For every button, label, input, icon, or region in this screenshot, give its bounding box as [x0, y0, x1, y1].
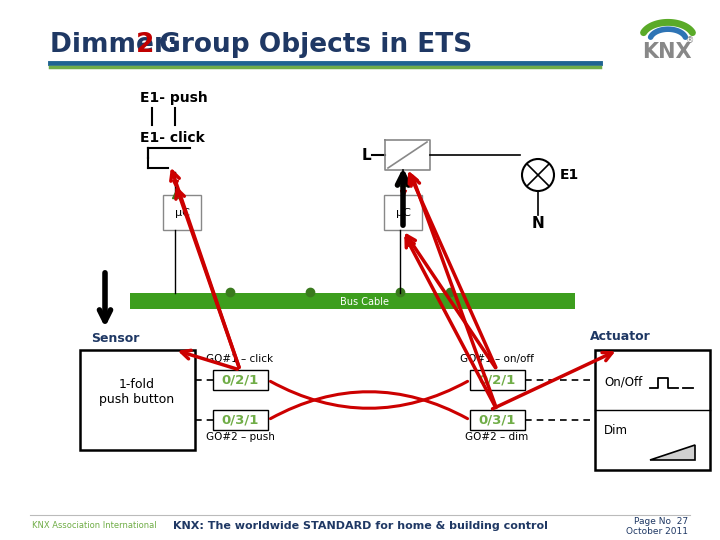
FancyBboxPatch shape: [595, 350, 710, 470]
FancyBboxPatch shape: [213, 370, 268, 390]
FancyBboxPatch shape: [470, 410, 525, 430]
Text: ®: ®: [686, 37, 694, 45]
Text: E1- push: E1- push: [140, 91, 208, 105]
Text: Sensor: Sensor: [91, 332, 139, 345]
Text: push button: push button: [99, 394, 174, 407]
Polygon shape: [650, 445, 695, 460]
Text: E1: E1: [560, 168, 580, 182]
Text: 1-fold: 1-fold: [119, 379, 155, 392]
Text: KNX: The worldwide STANDARD for home & building control: KNX: The worldwide STANDARD for home & b…: [173, 521, 547, 531]
Text: Actuator: Actuator: [590, 330, 650, 343]
Text: Dimmer:: Dimmer:: [50, 32, 186, 58]
Text: Bus Cable: Bus Cable: [341, 297, 390, 307]
Text: GO#2 – push: GO#2 – push: [206, 432, 274, 442]
Text: 0/2/1: 0/2/1: [221, 374, 258, 387]
Text: GO#1 – on/off: GO#1 – on/off: [460, 354, 534, 364]
Text: KNX: KNX: [642, 42, 692, 62]
FancyBboxPatch shape: [470, 370, 525, 390]
Text: 0/3/1: 0/3/1: [221, 414, 258, 427]
Text: KNX Association International: KNX Association International: [32, 522, 157, 530]
Text: Page No  27: Page No 27: [634, 516, 688, 525]
Text: GO#1 – click: GO#1 – click: [207, 354, 274, 364]
FancyBboxPatch shape: [384, 195, 422, 230]
Text: N: N: [531, 216, 544, 231]
Text: 0/3/1: 0/3/1: [478, 414, 516, 427]
Text: μC: μC: [395, 208, 410, 218]
Text: October 2011: October 2011: [626, 526, 688, 536]
Text: GO#2 – dim: GO#2 – dim: [465, 432, 528, 442]
Text: L: L: [362, 147, 372, 163]
Text: Group Objects in ETS: Group Objects in ETS: [150, 32, 472, 58]
Text: 0/2/1: 0/2/1: [478, 374, 516, 387]
Text: 2: 2: [136, 32, 154, 58]
Text: Dim: Dim: [604, 423, 628, 436]
FancyBboxPatch shape: [163, 195, 201, 230]
FancyBboxPatch shape: [213, 410, 268, 430]
Text: E1- click: E1- click: [140, 131, 204, 145]
Text: μC: μC: [174, 208, 189, 218]
FancyBboxPatch shape: [80, 350, 195, 450]
Bar: [130, 293, 575, 309]
Text: On/Off: On/Off: [604, 375, 642, 388]
